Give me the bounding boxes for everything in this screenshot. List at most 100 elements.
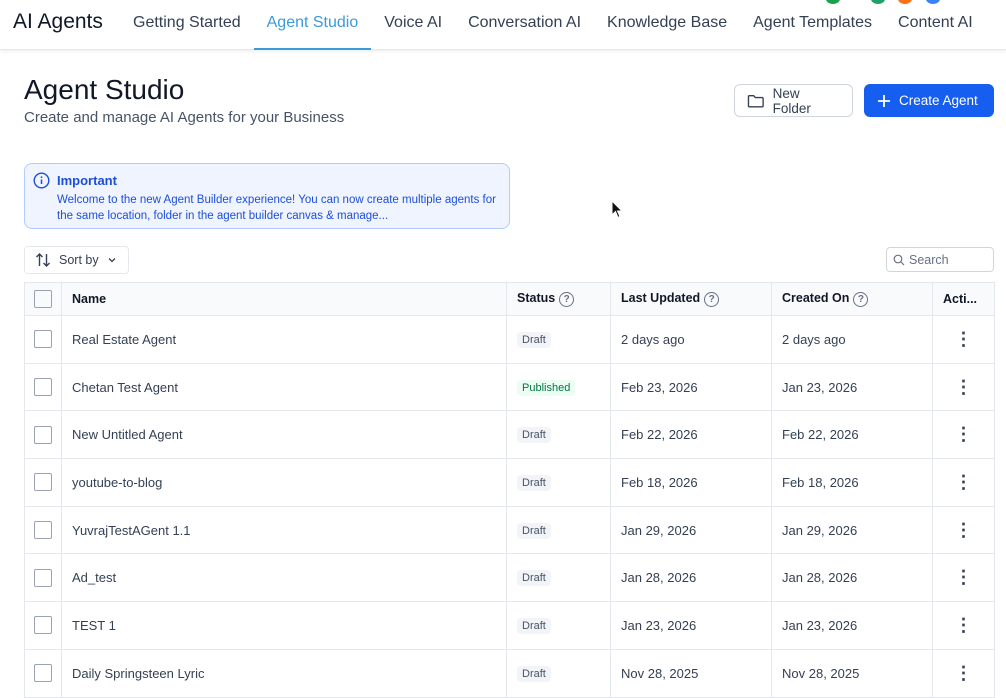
table-row[interactable]: Real Estate Agent Draft 2 days ago 2 day… <box>24 315 995 364</box>
agents-table: Name Status? Last Updated? Created On? A… <box>24 282 995 698</box>
row-checkbox[interactable] <box>34 664 52 683</box>
agent-name[interactable]: youtube-to-blog <box>61 458 507 507</box>
tab-voice-ai[interactable]: Voice AI <box>384 14 443 31</box>
created-on: 2 days ago <box>771 315 933 364</box>
new-folder-button[interactable]: New Folder <box>734 84 853 117</box>
row-checkbox[interactable] <box>34 473 52 492</box>
status-badge: Draft <box>517 427 551 444</box>
last-updated: Feb 23, 2026 <box>610 362 772 412</box>
plus-icon <box>878 94 890 107</box>
column-actions: Acti... <box>932 282 995 316</box>
agent-name[interactable]: Ad_test <box>61 553 507 603</box>
more-actions-icon[interactable]: ⋮ <box>932 362 995 412</box>
help-icon[interactable]: ? <box>704 291 720 307</box>
status-badge: Draft <box>517 665 551 682</box>
chevron-down-icon <box>108 258 116 263</box>
table-row[interactable]: New Untitled Agent Draft Feb 22, 2026 Fe… <box>24 410 995 460</box>
agent-name[interactable]: Daily Springsteen Lyric <box>61 648 507 698</box>
table-row[interactable]: Ad_test Draft Jan 28, 2026 Jan 28, 2026 … <box>24 553 995 603</box>
tab-knowledge-base[interactable]: Knowledge Base <box>607 14 728 31</box>
more-actions-icon[interactable]: ⋮ <box>932 601 995 650</box>
created-on: Jan 28, 2026 <box>771 553 933 603</box>
agent-name[interactable]: TEST 1 <box>61 601 507 650</box>
search-input[interactable] <box>909 252 989 267</box>
created-on: Jan 23, 2026 <box>771 362 933 412</box>
more-actions-icon[interactable]: ⋮ <box>932 458 995 507</box>
created-on: Feb 18, 2026 <box>771 458 933 507</box>
last-updated: 2 days ago <box>610 315 772 364</box>
column-last-updated-label: Last Updated <box>621 291 701 306</box>
created-on: Nov 28, 2025 <box>771 648 933 698</box>
row-checkbox[interactable] <box>34 521 52 540</box>
tab-content-ai[interactable]: Content AI <box>898 14 973 31</box>
search-icon <box>893 254 905 265</box>
column-created-on-label: Created On <box>782 291 850 306</box>
alert-title: Important <box>57 173 117 188</box>
created-on: Jan 29, 2026 <box>771 505 933 555</box>
created-on: Jan 23, 2026 <box>771 601 933 650</box>
app-title: AI Agents <box>13 10 103 33</box>
row-checkbox[interactable] <box>34 616 52 635</box>
row-checkbox[interactable] <box>34 378 52 397</box>
select-all-checkbox[interactable] <box>34 290 52 308</box>
status-badge: Draft <box>517 570 551 587</box>
last-updated: Feb 18, 2026 <box>610 458 772 507</box>
column-name[interactable]: Name <box>61 282 507 316</box>
status-badge: Draft <box>517 474 551 491</box>
table-row[interactable]: TEST 1 Draft Jan 23, 2026 Jan 23, 2026 ⋮ <box>24 601 995 650</box>
last-updated: Feb 22, 2026 <box>610 410 772 460</box>
page-subtitle: Create and manage AI Agents for your Bus… <box>24 109 345 126</box>
agent-name[interactable]: YuvrajTestAGent 1.1 <box>61 505 507 555</box>
search-box[interactable] <box>886 247 994 272</box>
page-title: Agent Studio <box>24 74 185 105</box>
row-checkbox[interactable] <box>34 568 52 587</box>
help-icon[interactable]: ? <box>559 291 575 307</box>
folder-icon <box>747 94 764 108</box>
important-alert: Important Welcome to the new Agent Build… <box>24 163 510 229</box>
sort-icon <box>36 253 50 267</box>
status-badge: Draft <box>517 331 551 348</box>
last-updated: Jan 28, 2026 <box>610 553 772 603</box>
table-header: Name Status? Last Updated? Created On? A… <box>24 282 995 316</box>
more-actions-icon[interactable]: ⋮ <box>932 505 995 555</box>
mouse-cursor-icon <box>611 200 623 219</box>
more-actions-icon[interactable]: ⋮ <box>932 315 995 364</box>
agent-name[interactable]: Real Estate Agent <box>61 315 507 364</box>
row-checkbox[interactable] <box>34 330 52 349</box>
status-badge: Draft <box>517 617 551 634</box>
tab-agent-studio[interactable]: Agent Studio <box>253 0 372 50</box>
row-checkbox[interactable] <box>34 425 52 444</box>
table-row[interactable]: Daily Springsteen Lyric Draft Nov 28, 20… <box>24 648 995 698</box>
table-row[interactable]: youtube-to-blog Draft Feb 18, 2026 Feb 1… <box>24 458 995 507</box>
created-on: Feb 22, 2026 <box>771 410 933 460</box>
info-icon <box>33 172 50 189</box>
create-agent-button[interactable]: Create Agent <box>864 84 994 117</box>
column-status-label: Status <box>517 291 556 306</box>
column-status[interactable]: Status? <box>506 282 611 316</box>
last-updated: Jan 23, 2026 <box>610 601 772 650</box>
sort-label: Sort by <box>59 253 99 267</box>
column-created-on[interactable]: Created On? <box>771 282 933 316</box>
tab-conversation-ai[interactable]: Conversation AI <box>468 14 582 31</box>
tab-agent-templates[interactable]: Agent Templates <box>753 14 873 31</box>
tab-bar: Getting Started Agent Studio Voice AI Conve… <box>120 0 986 50</box>
agent-name[interactable]: New Untitled Agent <box>61 410 507 460</box>
sort-by-dropdown[interactable]: Sort by <box>24 246 129 274</box>
more-actions-icon[interactable]: ⋮ <box>932 553 995 603</box>
create-agent-label: Create Agent <box>899 93 978 108</box>
more-actions-icon[interactable]: ⋮ <box>932 410 995 460</box>
status-badge: Published <box>517 379 576 396</box>
last-updated: Nov 28, 2025 <box>610 648 772 698</box>
help-icon[interactable]: ? <box>853 291 869 307</box>
top-nav: AI Agents Getting Started Agent Studio Voi… <box>0 0 1006 50</box>
column-last-updated[interactable]: Last Updated? <box>610 282 772 316</box>
status-badge: Draft <box>517 522 551 539</box>
more-actions-icon[interactable]: ⋮ <box>932 648 995 698</box>
agent-name[interactable]: Chetan Test Agent <box>61 362 507 412</box>
new-folder-label: New Folder <box>772 85 811 116</box>
table-row[interactable]: Chetan Test Agent Published Feb 23, 2026… <box>24 362 995 412</box>
last-updated: Jan 29, 2026 <box>610 505 772 555</box>
table-row[interactable]: YuvrajTestAGent 1.1 Draft Jan 29, 2026 J… <box>24 505 995 555</box>
alert-message: Welcome to the new Agent Builder experie… <box>57 194 496 222</box>
tab-getting-started[interactable]: Getting Started <box>133 14 241 31</box>
